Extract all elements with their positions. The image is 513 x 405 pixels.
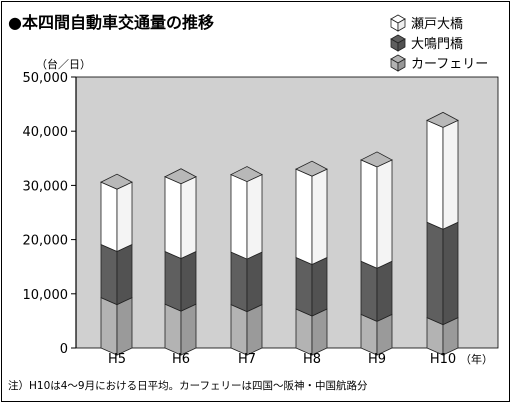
bar-H10-top bbox=[426, 111, 459, 128]
legend-label: 瀬戸大橋 bbox=[411, 17, 463, 32]
bar-H6-series-2-front bbox=[164, 176, 182, 260]
x-tick-label: H5 bbox=[108, 352, 126, 367]
bar-stack-H8 bbox=[295, 160, 328, 356]
x-axis-unit: （年） bbox=[460, 352, 493, 366]
legend-label: カーフェリー bbox=[411, 57, 488, 72]
bar-stack-H5 bbox=[100, 173, 133, 356]
bar-H7-series-0-front bbox=[230, 304, 248, 356]
bar-H5-top bbox=[100, 173, 133, 190]
y-axis: 0 10,000 20,000 30,000 40,000 50,000 bbox=[23, 71, 77, 357]
bars bbox=[100, 111, 459, 356]
y-tick-label: 0 bbox=[60, 342, 68, 357]
bar-H6-series-1-front bbox=[164, 250, 182, 312]
bar-H7-series-1-front bbox=[230, 251, 248, 313]
bar-H5-series-0-side bbox=[116, 296, 133, 356]
legend-item: 瀬戸大橋 bbox=[390, 14, 463, 32]
y-tick-label: 30,000 bbox=[23, 179, 69, 194]
bar-H9-series-1-front bbox=[360, 260, 378, 323]
y-axis-unit: （台／日） bbox=[36, 57, 91, 71]
bar-H7-series-2-side bbox=[246, 173, 263, 260]
y-tick-label: 50,000 bbox=[23, 71, 69, 86]
bar-H6-series-2-side bbox=[180, 176, 197, 260]
footnote: 注）H10は4～9月における日平均。カーフェリーは四国～阪神・中国航路分 bbox=[8, 379, 368, 392]
y-tick-label: 10,000 bbox=[23, 288, 69, 303]
bar-H8-series-0-front bbox=[295, 308, 313, 356]
bar-H8-series-0-side bbox=[311, 308, 328, 356]
bar-H10-series-2-front bbox=[426, 119, 444, 230]
bar-H10-series-1-side bbox=[442, 221, 459, 326]
x-tick-label: H8 bbox=[303, 352, 321, 367]
bar-H5-series-2-side bbox=[116, 181, 133, 253]
bar-H7-series-2-front bbox=[230, 173, 248, 260]
legend-swatch-right bbox=[397, 18, 406, 32]
bar-H10-series-1-front bbox=[426, 221, 444, 326]
x-tick-label: H10 bbox=[430, 352, 456, 367]
bar-stack-H7 bbox=[230, 166, 263, 356]
x-tick-label: H6 bbox=[172, 352, 190, 367]
bar-H8-series-1-side bbox=[311, 256, 328, 317]
bar-H6-top bbox=[164, 168, 197, 185]
bar-H5-series-0-front bbox=[100, 296, 118, 356]
y-tick-label: 40,000 bbox=[23, 125, 69, 140]
bar-H8-series-2-side bbox=[311, 168, 328, 266]
bar-H6-series-0-front bbox=[164, 303, 182, 356]
bar-H5-series-1-front bbox=[100, 243, 118, 306]
bar-H9-top bbox=[360, 151, 393, 168]
bar-H9-series-1-side bbox=[376, 260, 393, 323]
legend-item: カーフェリー bbox=[390, 54, 488, 72]
bar-H8-top bbox=[295, 160, 328, 177]
legend-item: 大鳴門橋 bbox=[390, 34, 463, 52]
bar-H6-series-0-side bbox=[180, 303, 197, 356]
legend-swatch-right bbox=[397, 58, 406, 72]
bar-H6-series-1-side bbox=[180, 250, 197, 312]
bar-H8-series-1-front bbox=[295, 256, 313, 317]
bar-H7-top bbox=[230, 166, 263, 182]
bar-stack-H6 bbox=[164, 168, 197, 356]
x-tick-label: H9 bbox=[368, 352, 386, 367]
legend-swatch-right bbox=[397, 38, 406, 52]
bar-H5-series-1-side bbox=[116, 243, 133, 306]
bar-H7-series-1-side bbox=[246, 251, 263, 313]
bar-H9-series-2-side bbox=[376, 159, 393, 269]
x-tick-label: H7 bbox=[238, 352, 256, 367]
chart-title: ●本四間自動車交通量の推移 bbox=[8, 13, 214, 32]
x-axis: H5 H6 H7 H8 H9 H10 bbox=[108, 352, 456, 367]
bar-H7-series-0-side bbox=[246, 304, 263, 356]
legend-label: 大鳴門橋 bbox=[411, 37, 463, 52]
bar-H10-series-2-side bbox=[442, 119, 459, 230]
bar-H9-series-2-front bbox=[360, 159, 378, 269]
bar-stack-H9 bbox=[360, 151, 393, 356]
bar-H5-series-2-front bbox=[100, 181, 118, 253]
y-tick-label: 20,000 bbox=[23, 234, 69, 249]
bar-H8-series-2-front bbox=[295, 168, 313, 266]
bar-stack-H10 bbox=[426, 111, 459, 356]
